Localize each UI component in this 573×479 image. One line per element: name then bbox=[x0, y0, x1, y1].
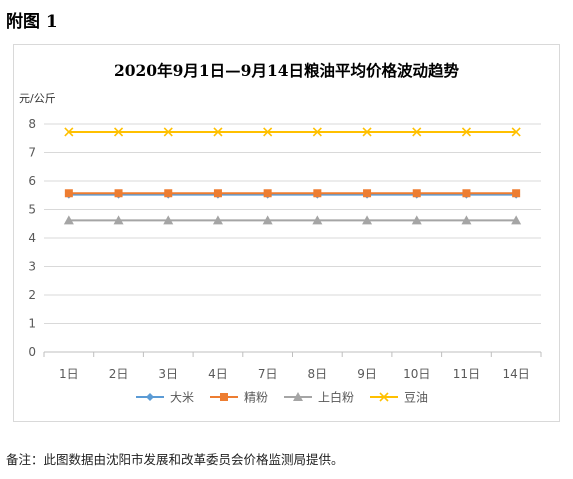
data-point bbox=[64, 189, 73, 198]
x-tick-label: 4日 bbox=[208, 367, 228, 381]
x-tick-label: 11日 bbox=[453, 367, 480, 381]
legend-marker bbox=[146, 393, 154, 401]
data-point bbox=[412, 189, 421, 198]
data-point bbox=[362, 215, 373, 225]
legend-marker bbox=[293, 392, 303, 401]
data-point bbox=[462, 189, 471, 198]
data-point bbox=[213, 127, 223, 137]
data-point bbox=[114, 189, 123, 198]
data-point bbox=[512, 189, 521, 198]
y-tick-label: 3 bbox=[28, 260, 36, 274]
data-point bbox=[461, 127, 472, 137]
x-tick-label: 1日 bbox=[59, 367, 79, 381]
y-tick-label: 6 bbox=[28, 174, 36, 188]
legend-label: 大米 bbox=[170, 391, 194, 405]
data-point bbox=[262, 215, 273, 225]
legend-label: 上白粉 bbox=[318, 390, 354, 405]
legend-label: 豆油 bbox=[404, 391, 428, 405]
data-point bbox=[263, 127, 273, 137]
data-point bbox=[164, 189, 173, 198]
y-tick-label: 0 bbox=[28, 345, 36, 359]
data-point bbox=[163, 127, 173, 137]
data-point bbox=[363, 189, 372, 198]
figure-label: 附图 1 bbox=[6, 12, 58, 32]
data-point bbox=[163, 215, 174, 225]
chart-title: 2020年9月1日—9月14日粮油平均价格波动趋势 bbox=[113, 61, 460, 80]
legend-label: 精粉 bbox=[244, 391, 268, 405]
data-point bbox=[113, 127, 124, 137]
data-point bbox=[64, 127, 74, 137]
y-tick-label: 2 bbox=[28, 288, 36, 302]
x-tick-label: 2日 bbox=[109, 367, 129, 381]
x-tick-label: 14日 bbox=[503, 367, 530, 381]
data-point bbox=[511, 215, 522, 225]
data-point bbox=[263, 189, 272, 198]
data-point bbox=[312, 215, 323, 225]
x-tick-label: 10日 bbox=[403, 367, 430, 381]
data-point bbox=[412, 127, 422, 137]
legend-marker bbox=[220, 393, 228, 401]
y-tick-label: 8 bbox=[28, 117, 36, 131]
y-tick-label: 4 bbox=[28, 231, 36, 245]
y-tick-label: 1 bbox=[28, 317, 36, 331]
y-tick-label: 5 bbox=[28, 203, 36, 217]
data-point bbox=[63, 215, 74, 225]
y-axis-unit-label: 元/公斤 bbox=[19, 92, 56, 105]
data-point bbox=[213, 189, 222, 198]
data-point bbox=[461, 215, 472, 225]
y-tick-label: 7 bbox=[28, 146, 36, 160]
data-point bbox=[313, 189, 322, 198]
data-point bbox=[113, 215, 124, 225]
x-tick-label: 3日 bbox=[158, 367, 178, 381]
data-point bbox=[511, 127, 521, 137]
x-tick-label: 8日 bbox=[308, 367, 328, 381]
data-point bbox=[312, 127, 322, 137]
footnote: 备注：此图数据由沈阳市发展和改革委员会价格监测局提供。 bbox=[6, 452, 344, 467]
chart-container: 2020年9月1日—9月14日粮油平均价格波动趋势 元/公斤 0 1 2 3 4 5 6 7 8… bbox=[13, 44, 560, 422]
x-tick-label: 7日 bbox=[258, 367, 278, 381]
data-point bbox=[362, 127, 372, 137]
data-point bbox=[212, 215, 223, 225]
x-tick-label: 9日 bbox=[357, 367, 377, 381]
legend-marker bbox=[379, 392, 389, 402]
data-point bbox=[411, 215, 422, 225]
